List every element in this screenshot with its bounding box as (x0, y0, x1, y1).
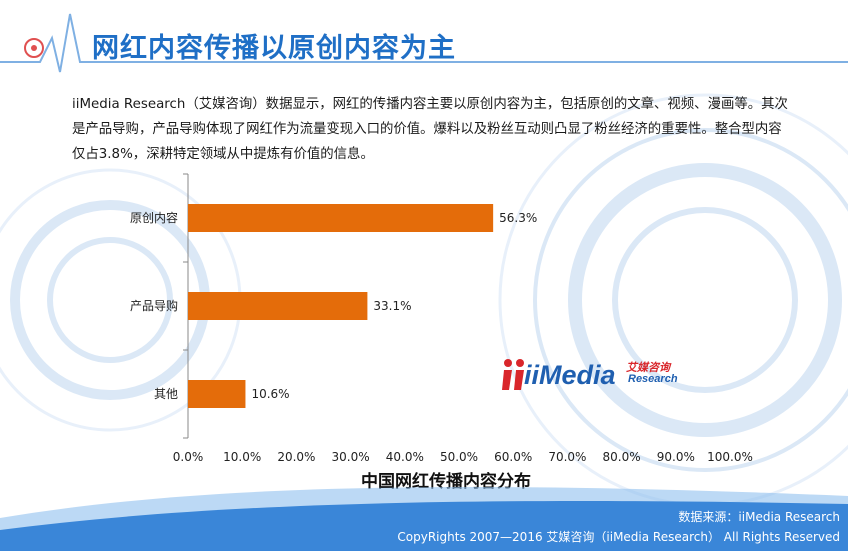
page-title: 网红内容传播以原创内容为主 (92, 33, 456, 64)
value-label: 33.1% (373, 299, 411, 313)
footer-source: 数据来源：iiMedia Research (678, 510, 840, 524)
x-tick-label: 10.0% (223, 450, 261, 464)
logo-figure-icon (502, 359, 524, 390)
value-label: 56.3% (499, 211, 537, 225)
bar-1 (188, 204, 494, 232)
x-tick-label: 30.0% (332, 450, 370, 464)
chart-title: 中国网红传播内容分布 (361, 472, 531, 492)
x-tick-label: 90.0% (657, 450, 695, 464)
x-tick-label: 60.0% (494, 450, 532, 464)
x-tick-label: 70.0% (548, 450, 586, 464)
x-tick-label: 40.0% (386, 450, 424, 464)
logo-en: Research (628, 373, 678, 385)
footer-band (0, 487, 848, 551)
x-tick-label: 0.0% (173, 450, 204, 464)
footer-copyright: CopyRights 2007—2016 艾媒咨询（iiMedia Resear… (397, 530, 840, 544)
category-label: 其他 (154, 387, 178, 401)
value-label: 10.6% (251, 387, 289, 401)
category-label: 产品导购 (130, 298, 178, 313)
x-tick-label: 20.0% (277, 450, 315, 464)
intro-paragraph: iiMedia Research（艾媒咨询）数据显示，网红的传播内容主要以原创内… (72, 97, 788, 162)
bar-3 (188, 380, 246, 408)
bar-2 (188, 292, 368, 320)
category-label: 原创内容 (130, 210, 178, 225)
x-tick-label: 80.0% (603, 450, 641, 464)
header-decoration (0, 13, 848, 73)
x-tick-label: 100.0% (707, 450, 753, 464)
x-tick-label: 50.0% (440, 450, 478, 464)
logo-brand: iiMedia (524, 360, 616, 390)
iimedia-logo: iiMedia 艾媒咨询 Research (502, 356, 682, 392)
logo-cn: 艾媒咨询 (626, 361, 670, 374)
